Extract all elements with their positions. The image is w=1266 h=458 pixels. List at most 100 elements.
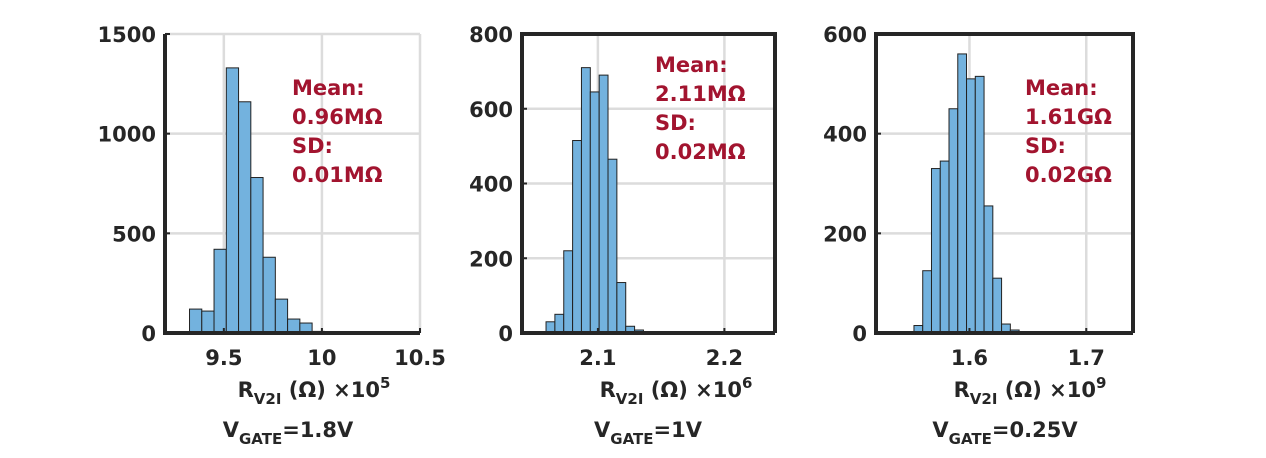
histogram-bar [974,75,985,334]
x-axis-label-subscript: V2I [254,390,282,408]
histogram-bar [589,91,600,334]
mean-value: 1.61GΩ [1025,105,1112,129]
x-axis-label-exponent: 9 [1096,374,1106,392]
histogram-bar [572,140,582,334]
histogram-bar [189,308,203,334]
histogram-bar [201,310,215,334]
y-tick-label: 800 [469,23,513,47]
condition-label: VGATE=1.8V [223,418,354,448]
x-axis-label-unit: (Ω) ×10 [997,378,1096,402]
histogram-panel-vgate-1.8v: 0 500 1000 1500 9.5 10 10.5 RV2I (Ω) ×105 VGAT… [98,23,446,448]
mean-label: Mean: [1025,76,1098,100]
y-tick-label: 400 [823,123,867,147]
x-axis-label-main: R [954,378,970,402]
x-axis-label: RV2I (Ω) ×105 [238,374,391,408]
x-axis-label-exponent: 5 [380,374,390,392]
plot-axes [163,33,421,335]
y-tick-label: 200 [469,247,513,271]
histogram-bar [287,318,301,334]
histogram-bar [966,78,976,334]
histogram-panel-vgate-1v: 0 200 400 600 800 2.1 2.2 RV2I (Ω) ×106 VGATE=… [469,23,777,448]
histogram-bar [983,205,994,334]
x-axis-label-unit: (Ω) ×10 [281,378,380,402]
x-axis-label-unit: (Ω) ×10 [643,378,742,402]
plot-axes [520,32,777,335]
histogram-bar [922,270,932,334]
y-tick-label: 500 [112,222,156,246]
histogram-bar [616,282,627,334]
condition-label-value: =0.25V [992,418,1078,442]
x-tick-label: 1.6 [951,346,988,370]
grid-lines [522,32,775,335]
plot-axes [874,32,1135,335]
x-tick-label: 10 [307,346,336,370]
mean-label: Mean: [292,76,365,100]
histogram-bar [957,53,968,334]
histogram-bars [176,67,411,334]
sd-value: 0.01MΩ [292,163,383,187]
histogram-bars [545,67,671,334]
x-tick-label: 9.5 [205,346,242,370]
y-tick-label: 1000 [98,123,156,147]
tick-labels: 0 500 1000 1500 9.5 10 10.5 [98,23,446,370]
y-tick-label: 0 [852,322,867,346]
histogram-bar [213,248,227,334]
sd-label: SD: [292,134,333,158]
stats-annotation: Mean: 2.11MΩ SD: 0.02MΩ [655,53,753,164]
histogram-bar [939,160,950,334]
mean-value: 0.96MΩ [292,105,383,129]
condition-label-value: =1.8V [282,418,354,442]
histogram-bar [563,250,574,334]
mean-value: 2.11MΩ [655,82,746,106]
histogram-bar [554,313,565,334]
condition-label: VGATE=0.25V [932,418,1078,448]
x-tick-label: 1.7 [1068,346,1105,370]
histogram-bar [250,177,264,334]
x-tick-label: 2.2 [706,346,743,370]
mean-label: Mean: [655,53,728,77]
histogram-bar [238,101,252,334]
histogram-bar [607,158,618,334]
condition-label-subscript: GATE [949,430,992,448]
sd-label: SD: [1025,134,1066,158]
condition-label-subscript: GATE [239,430,282,448]
x-tick-label: 10.5 [394,346,446,370]
y-tick-label: 600 [469,98,513,122]
stats-annotation: Mean: 0.96MΩ SD: 0.01MΩ [292,76,390,187]
condition-label-main: V [932,418,949,442]
sd-value: 0.02GΩ [1025,163,1112,187]
histogram-bar [992,277,1003,334]
y-tick-label: 200 [823,222,867,246]
histogram-bar [930,168,941,334]
histogram-bar [580,67,591,334]
stats-annotation: Mean: 1.61GΩ SD: 0.02GΩ [1025,76,1119,187]
y-tick-label: 400 [469,173,513,197]
histogram-bar [225,67,240,334]
tick-labels: 0 200 400 600 1.6 1.7 [823,23,1105,370]
x-axis-label-subscript: V2I [616,390,644,408]
histogram-bar [262,256,276,334]
y-tick-label: 0 [498,322,513,346]
condition-label-value: =1V [654,418,703,442]
sd-value: 0.02MΩ [655,140,746,164]
histogram-bar [274,298,289,334]
condition-label: VGATE=1V [594,418,703,448]
sd-label: SD: [655,111,696,135]
x-axis-label: RV2I (Ω) ×106 [600,374,753,408]
condition-label-subscript: GATE [610,430,653,448]
histogram-bar [948,108,959,334]
histogram-bar [598,74,609,334]
histogram-bars [913,53,1038,334]
x-axis-label-main: R [238,378,254,402]
x-axis-label: RV2I (Ω) ×109 [954,374,1107,408]
x-axis-label-subscript: V2I [970,390,998,408]
condition-label-main: V [223,418,240,442]
histogram-panel-vgate-0.25v: 0 200 400 600 1.6 1.7 RV2I (Ω) ×109 VGATE=0.2… [823,23,1135,448]
y-tick-label: 0 [141,322,156,346]
condition-label-main: V [594,418,611,442]
x-axis-label-main: R [600,378,616,402]
tick-labels: 0 200 400 600 800 2.1 2.2 [469,23,743,370]
x-tick-label: 2.1 [579,346,616,370]
y-tick-label: 1500 [98,23,156,47]
